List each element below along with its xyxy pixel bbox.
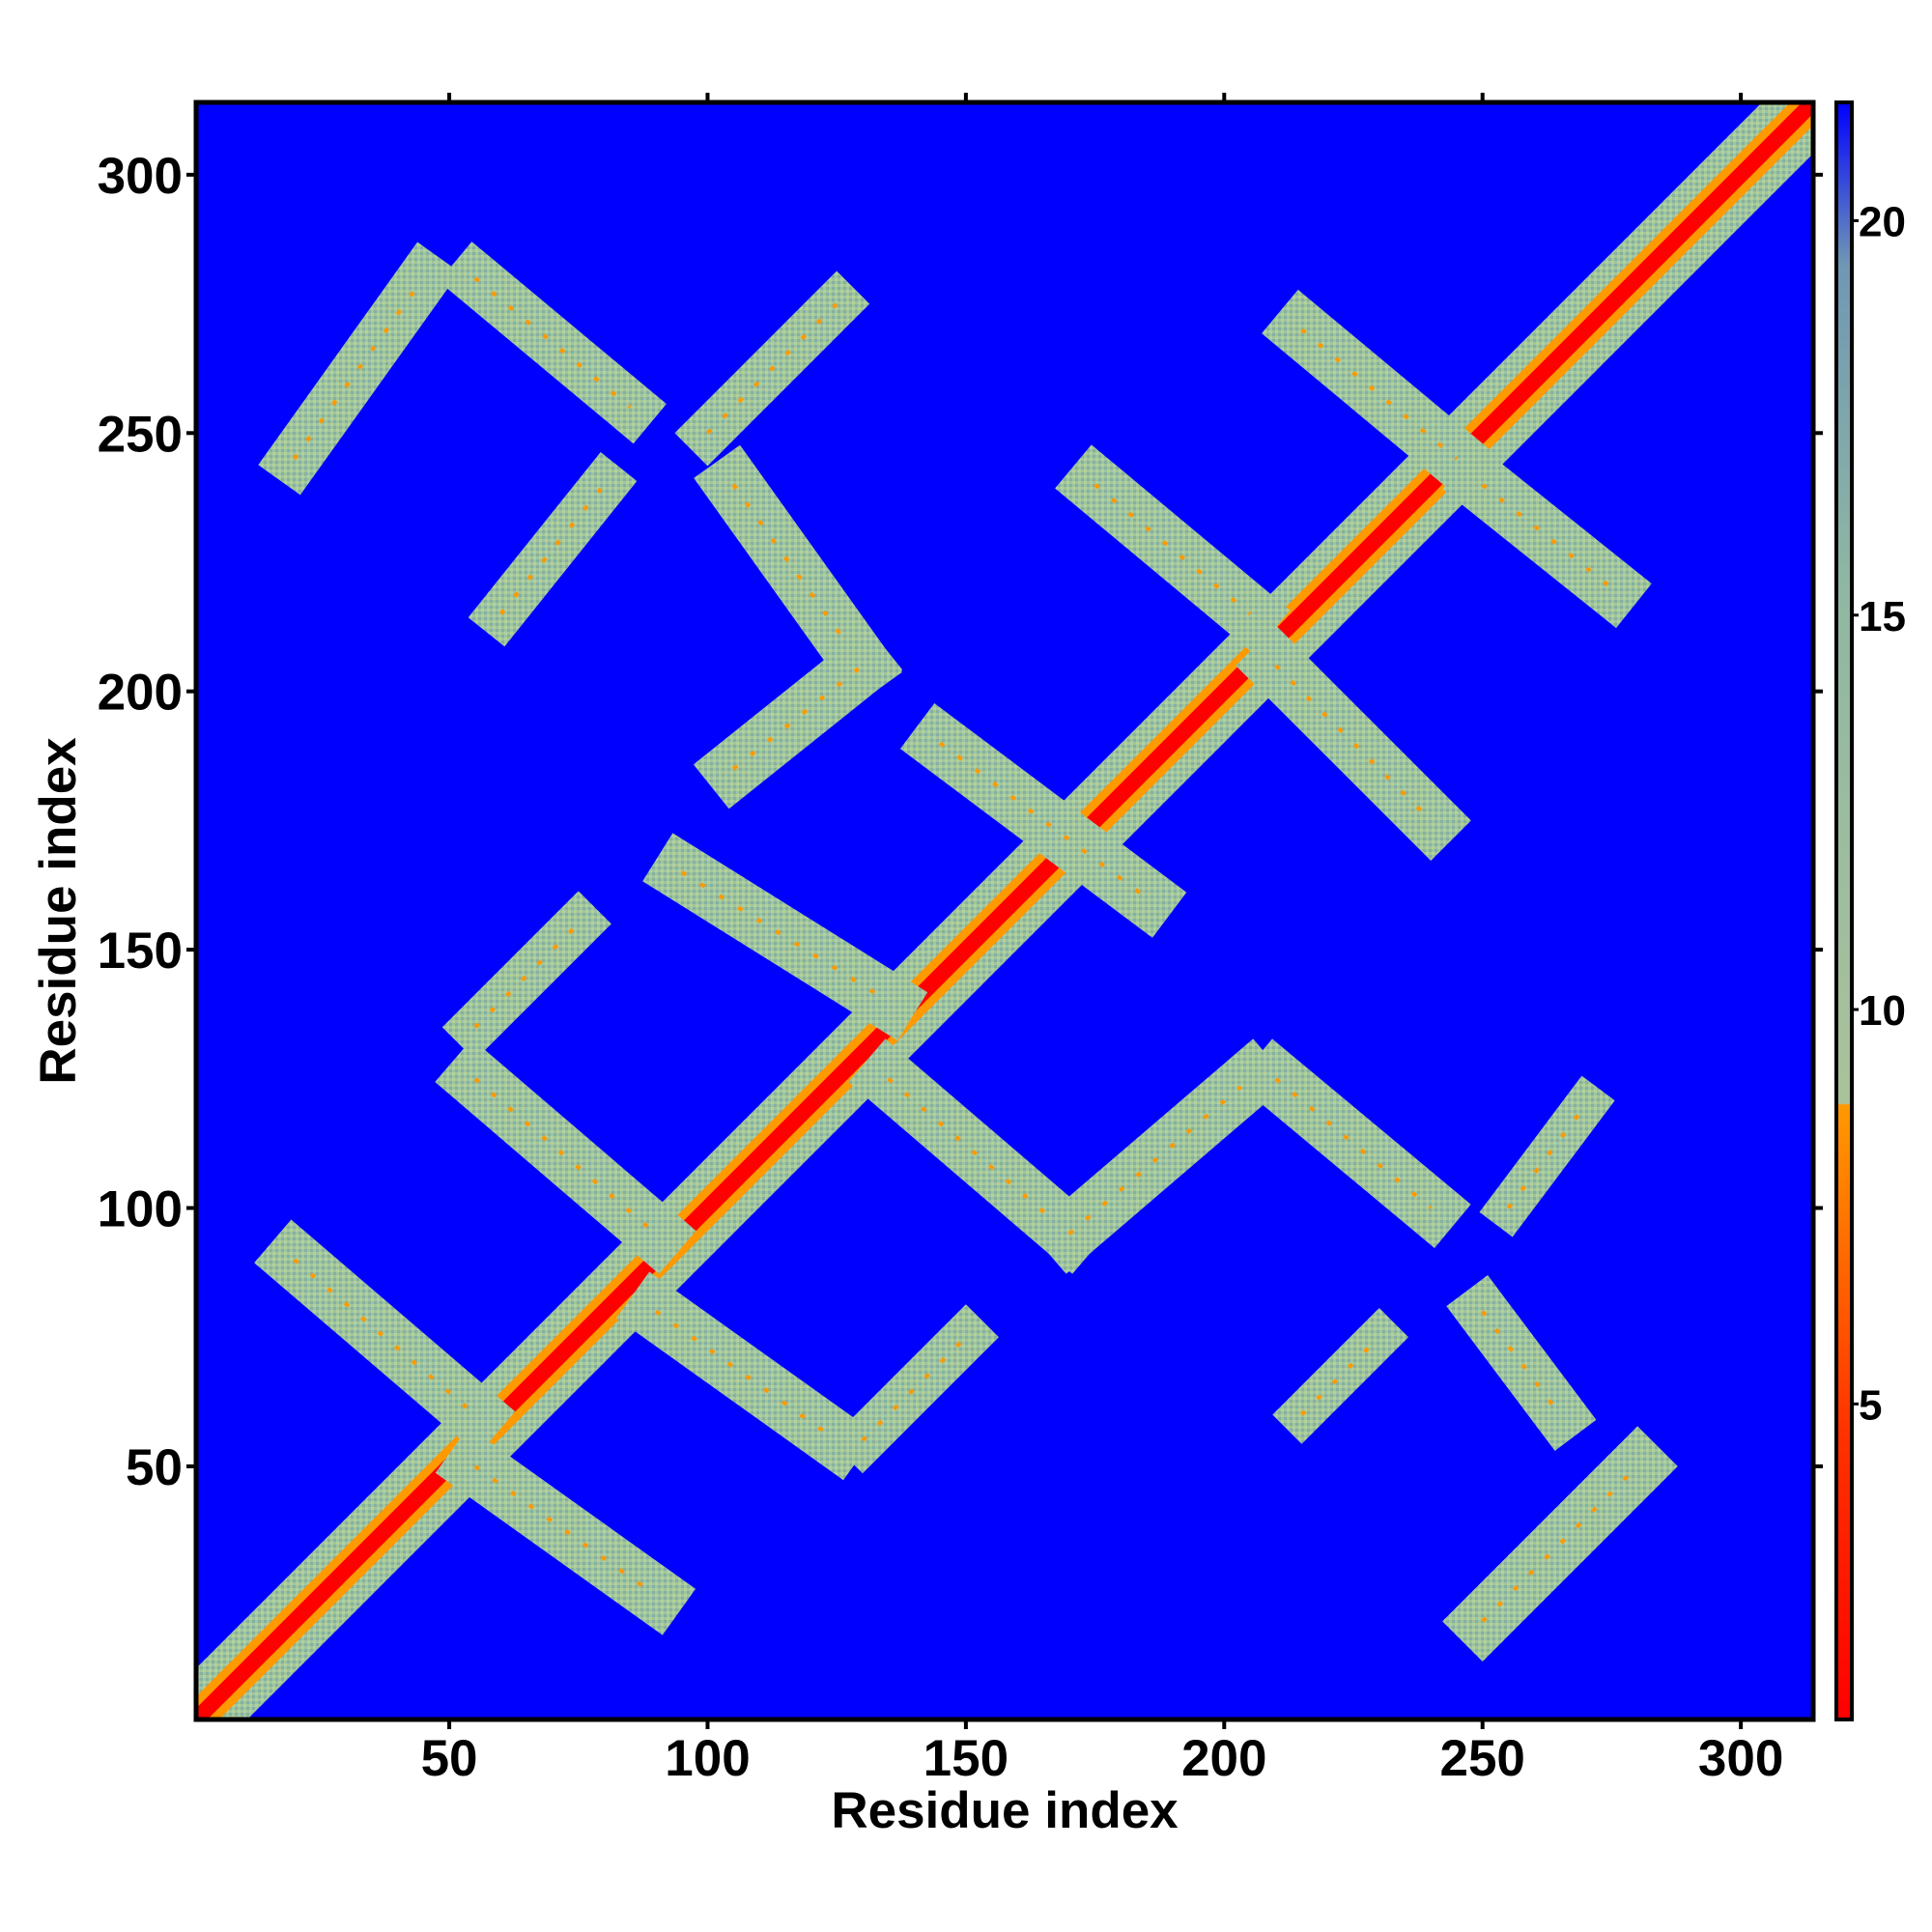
contact-band-18 [1055, 444, 1291, 654]
contact-band-16 [1236, 1038, 1471, 1248]
contact-band-1 [258, 242, 460, 496]
band-core [1481, 483, 1613, 590]
colorbar-tick-label: 15 [1859, 593, 1906, 640]
colorbar-tick-label: 10 [1859, 987, 1906, 1035]
contact-band-11 [435, 1426, 696, 1635]
contact-band-21 [1236, 625, 1471, 862]
x-tick-label: 50 [421, 1730, 478, 1787]
contact-band-12 [615, 1271, 877, 1481]
band-outer [254, 1219, 516, 1455]
contact-band-24 [1272, 1307, 1409, 1444]
band-outer [1029, 1038, 1291, 1274]
colorbar-tick-label: 20 [1859, 198, 1906, 245]
contact-band-23 [1442, 1426, 1678, 1662]
contact-band-22 [1446, 1275, 1597, 1451]
x-axis-title: Residue index [831, 1782, 1179, 1839]
band-core [473, 922, 581, 1029]
contact-band-17 [899, 703, 1187, 938]
band-core [498, 483, 607, 615]
contact-band-7 [642, 833, 928, 1041]
band-outer [899, 703, 1187, 938]
contact-band-10 [254, 1219, 516, 1455]
x-tick-label: 100 [665, 1730, 750, 1787]
band-outer [1236, 1038, 1471, 1248]
band-core [680, 870, 890, 1004]
y-axis-title: Residue index [30, 737, 87, 1085]
y-tick-label: 50 [126, 1439, 183, 1496]
band-outer [1055, 444, 1291, 654]
band-outer [848, 1038, 1110, 1274]
band-core [292, 276, 425, 461]
x-axis-ticks: 50 100 150 200 250 300 [421, 93, 1783, 1787]
band-core [1300, 1335, 1381, 1416]
x-tick-label: 150 [923, 1730, 1009, 1787]
band-core [731, 483, 865, 668]
contact-band-9 [435, 1038, 696, 1274]
x-tick-label: 200 [1181, 1730, 1266, 1787]
y-tick-label: 300 [98, 148, 183, 205]
band-core [731, 664, 865, 771]
y-tick-label: 150 [98, 923, 183, 980]
y-tick-label: 100 [98, 1181, 183, 1238]
contact-band-13 [829, 1304, 999, 1474]
colorbar-tick-label: 5 [1859, 1381, 1882, 1429]
band-outer [435, 1038, 696, 1274]
y-axis-ticks: 50 100 150 200 250 300 [98, 148, 1823, 1496]
x-tick-label: 300 [1698, 1730, 1783, 1787]
contact-band-5 [694, 444, 902, 705]
x-tick-label: 250 [1439, 1730, 1524, 1787]
band-core [706, 302, 838, 435]
colorbar-gradient [1834, 100, 1854, 1721]
plot-frame [193, 99, 1816, 1722]
contact-band-20 [1442, 444, 1652, 629]
band-outer [1262, 289, 1497, 499]
contact-band-14 [848, 1038, 1110, 1274]
colorbar-ticks: 5 10 15 20 [1852, 198, 1906, 1429]
band-core [654, 1309, 838, 1442]
contact-band-3 [468, 451, 638, 647]
y-tick-label: 200 [98, 665, 183, 722]
contact-band-15 [1029, 1038, 1291, 1274]
contact-band-6 [693, 625, 903, 810]
band-outer [1479, 1075, 1615, 1237]
band-outer [1442, 1426, 1678, 1662]
band-outer [1446, 1275, 1597, 1451]
colorbar: 5 10 15 20 [1834, 100, 1906, 1721]
contact-band-25 [1479, 1075, 1615, 1237]
y-tick-label: 250 [98, 406, 183, 463]
contact-band-8 [441, 891, 611, 1061]
band-core [473, 1464, 658, 1598]
band-outer [1236, 625, 1471, 862]
band-outer [439, 242, 667, 444]
contact-band-2 [439, 242, 667, 444]
plot-area [193, 99, 1816, 1722]
contact-band-19 [1262, 289, 1497, 499]
contact-bands [196, 102, 1813, 1719]
band-core [861, 1335, 968, 1442]
contact-band-4 [674, 270, 870, 467]
